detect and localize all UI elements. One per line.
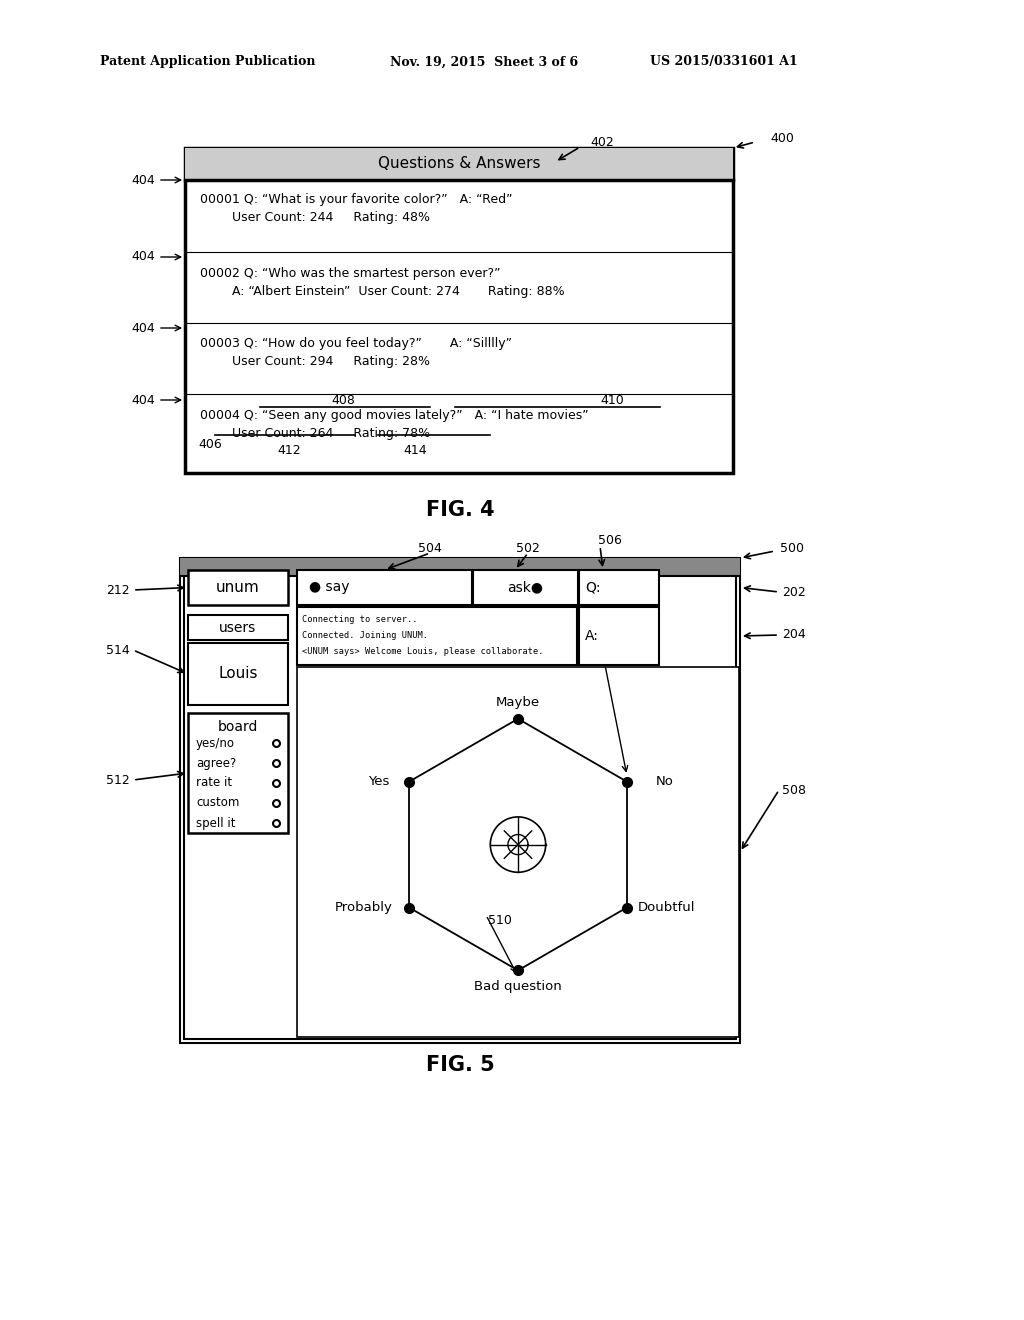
Text: 512: 512 [106, 774, 130, 787]
Text: spell it: spell it [196, 817, 236, 829]
Bar [579, 570, 659, 605]
Bar [180, 558, 740, 576]
Text: 406: 406 [198, 438, 222, 451]
Text: Yes: Yes [369, 775, 390, 788]
Text: User Count: 294     Rating: 28%: User Count: 294 Rating: 28% [200, 355, 430, 368]
Text: Connecting to server..: Connecting to server.. [302, 615, 418, 623]
Text: A:: A: [585, 630, 599, 643]
Text: 508: 508 [782, 784, 806, 796]
Text: 408: 408 [331, 393, 355, 407]
Text: User Count: 264     Rating: 78%: User Count: 264 Rating: 78% [200, 426, 430, 440]
Bar [188, 615, 288, 640]
Text: 414: 414 [403, 444, 427, 457]
Bar [188, 713, 288, 833]
Text: Maybe: Maybe [496, 697, 540, 709]
Text: 500: 500 [780, 541, 804, 554]
Text: Patent Application Publication: Patent Application Publication [100, 55, 315, 69]
Text: 404: 404 [131, 322, 155, 334]
Text: 502: 502 [516, 541, 540, 554]
Text: Probably: Probably [335, 902, 393, 913]
Text: 400: 400 [770, 132, 794, 144]
Text: Questions & Answers: Questions & Answers [378, 157, 541, 172]
Text: 510: 510 [488, 913, 512, 927]
Text: 402: 402 [590, 136, 613, 149]
Text: Louis: Louis [218, 667, 258, 681]
Text: Bad question: Bad question [474, 979, 562, 993]
Text: 504: 504 [418, 541, 442, 554]
Text: board: board [218, 719, 258, 734]
Text: 00003 Q: “How do you feel today?”       A: “Silllly”: 00003 Q: “How do you feel today?” A: “Si… [200, 338, 512, 351]
Text: Q:: Q: [585, 581, 600, 594]
Text: 410: 410 [600, 393, 624, 407]
Text: 204: 204 [782, 628, 806, 642]
Text: 212: 212 [106, 583, 130, 597]
Text: FIG. 5: FIG. 5 [426, 1055, 495, 1074]
Bar [185, 148, 733, 473]
Text: agree?: agree? [196, 756, 237, 770]
Bar [185, 148, 733, 180]
Text: custom: custom [196, 796, 240, 809]
Text: Connected. Joining UNUM.: Connected. Joining UNUM. [302, 631, 428, 639]
Bar [180, 558, 740, 1043]
Text: User Count: 244     Rating: 48%: User Count: 244 Rating: 48% [200, 211, 430, 224]
Text: ● say: ● say [309, 581, 349, 594]
Text: Nov. 19, 2015  Sheet 3 of 6: Nov. 19, 2015 Sheet 3 of 6 [390, 55, 579, 69]
Text: unum: unum [216, 579, 260, 595]
Text: 404: 404 [131, 393, 155, 407]
Text: Doubtful: Doubtful [638, 902, 695, 913]
Text: 514: 514 [106, 644, 130, 656]
Text: A: “Albert Einstein”  User Count: 274       Rating: 88%: A: “Albert Einstein” User Count: 274 Rat… [200, 285, 564, 297]
Text: <UNUM says> Welcome Louis, please collaborate.: <UNUM says> Welcome Louis, please collab… [302, 647, 544, 656]
Text: 510: 510 [607, 653, 631, 667]
Text: yes/no: yes/no [196, 737, 234, 750]
Bar [297, 667, 739, 1038]
Bar [297, 607, 577, 665]
Bar [579, 607, 659, 665]
Text: No: No [656, 775, 674, 788]
Text: 404: 404 [131, 251, 155, 264]
Text: 00001 Q: “What is your favorite color?”   A: “Red”: 00001 Q: “What is your favorite color?” … [200, 194, 512, 206]
Bar [188, 643, 288, 705]
Text: 00004 Q: “Seen any good movies lately?”   A: “I hate movies”: 00004 Q: “Seen any good movies lately?” … [200, 408, 589, 421]
Text: ask●: ask● [508, 581, 544, 594]
Text: FIG. 4: FIG. 4 [426, 500, 495, 520]
Text: 404: 404 [131, 173, 155, 186]
Bar [188, 570, 288, 605]
Bar [473, 570, 578, 605]
Text: 202: 202 [782, 586, 806, 598]
Text: 00002 Q: “Who was the smartest person ever?”: 00002 Q: “Who was the smartest person ev… [200, 267, 501, 280]
Text: 506: 506 [598, 533, 622, 546]
Text: 412: 412 [278, 444, 301, 457]
Bar [184, 562, 736, 1039]
Text: rate it: rate it [196, 776, 232, 789]
Text: users: users [219, 620, 257, 635]
Text: US 2015/0331601 A1: US 2015/0331601 A1 [650, 55, 798, 69]
Bar [297, 570, 472, 605]
